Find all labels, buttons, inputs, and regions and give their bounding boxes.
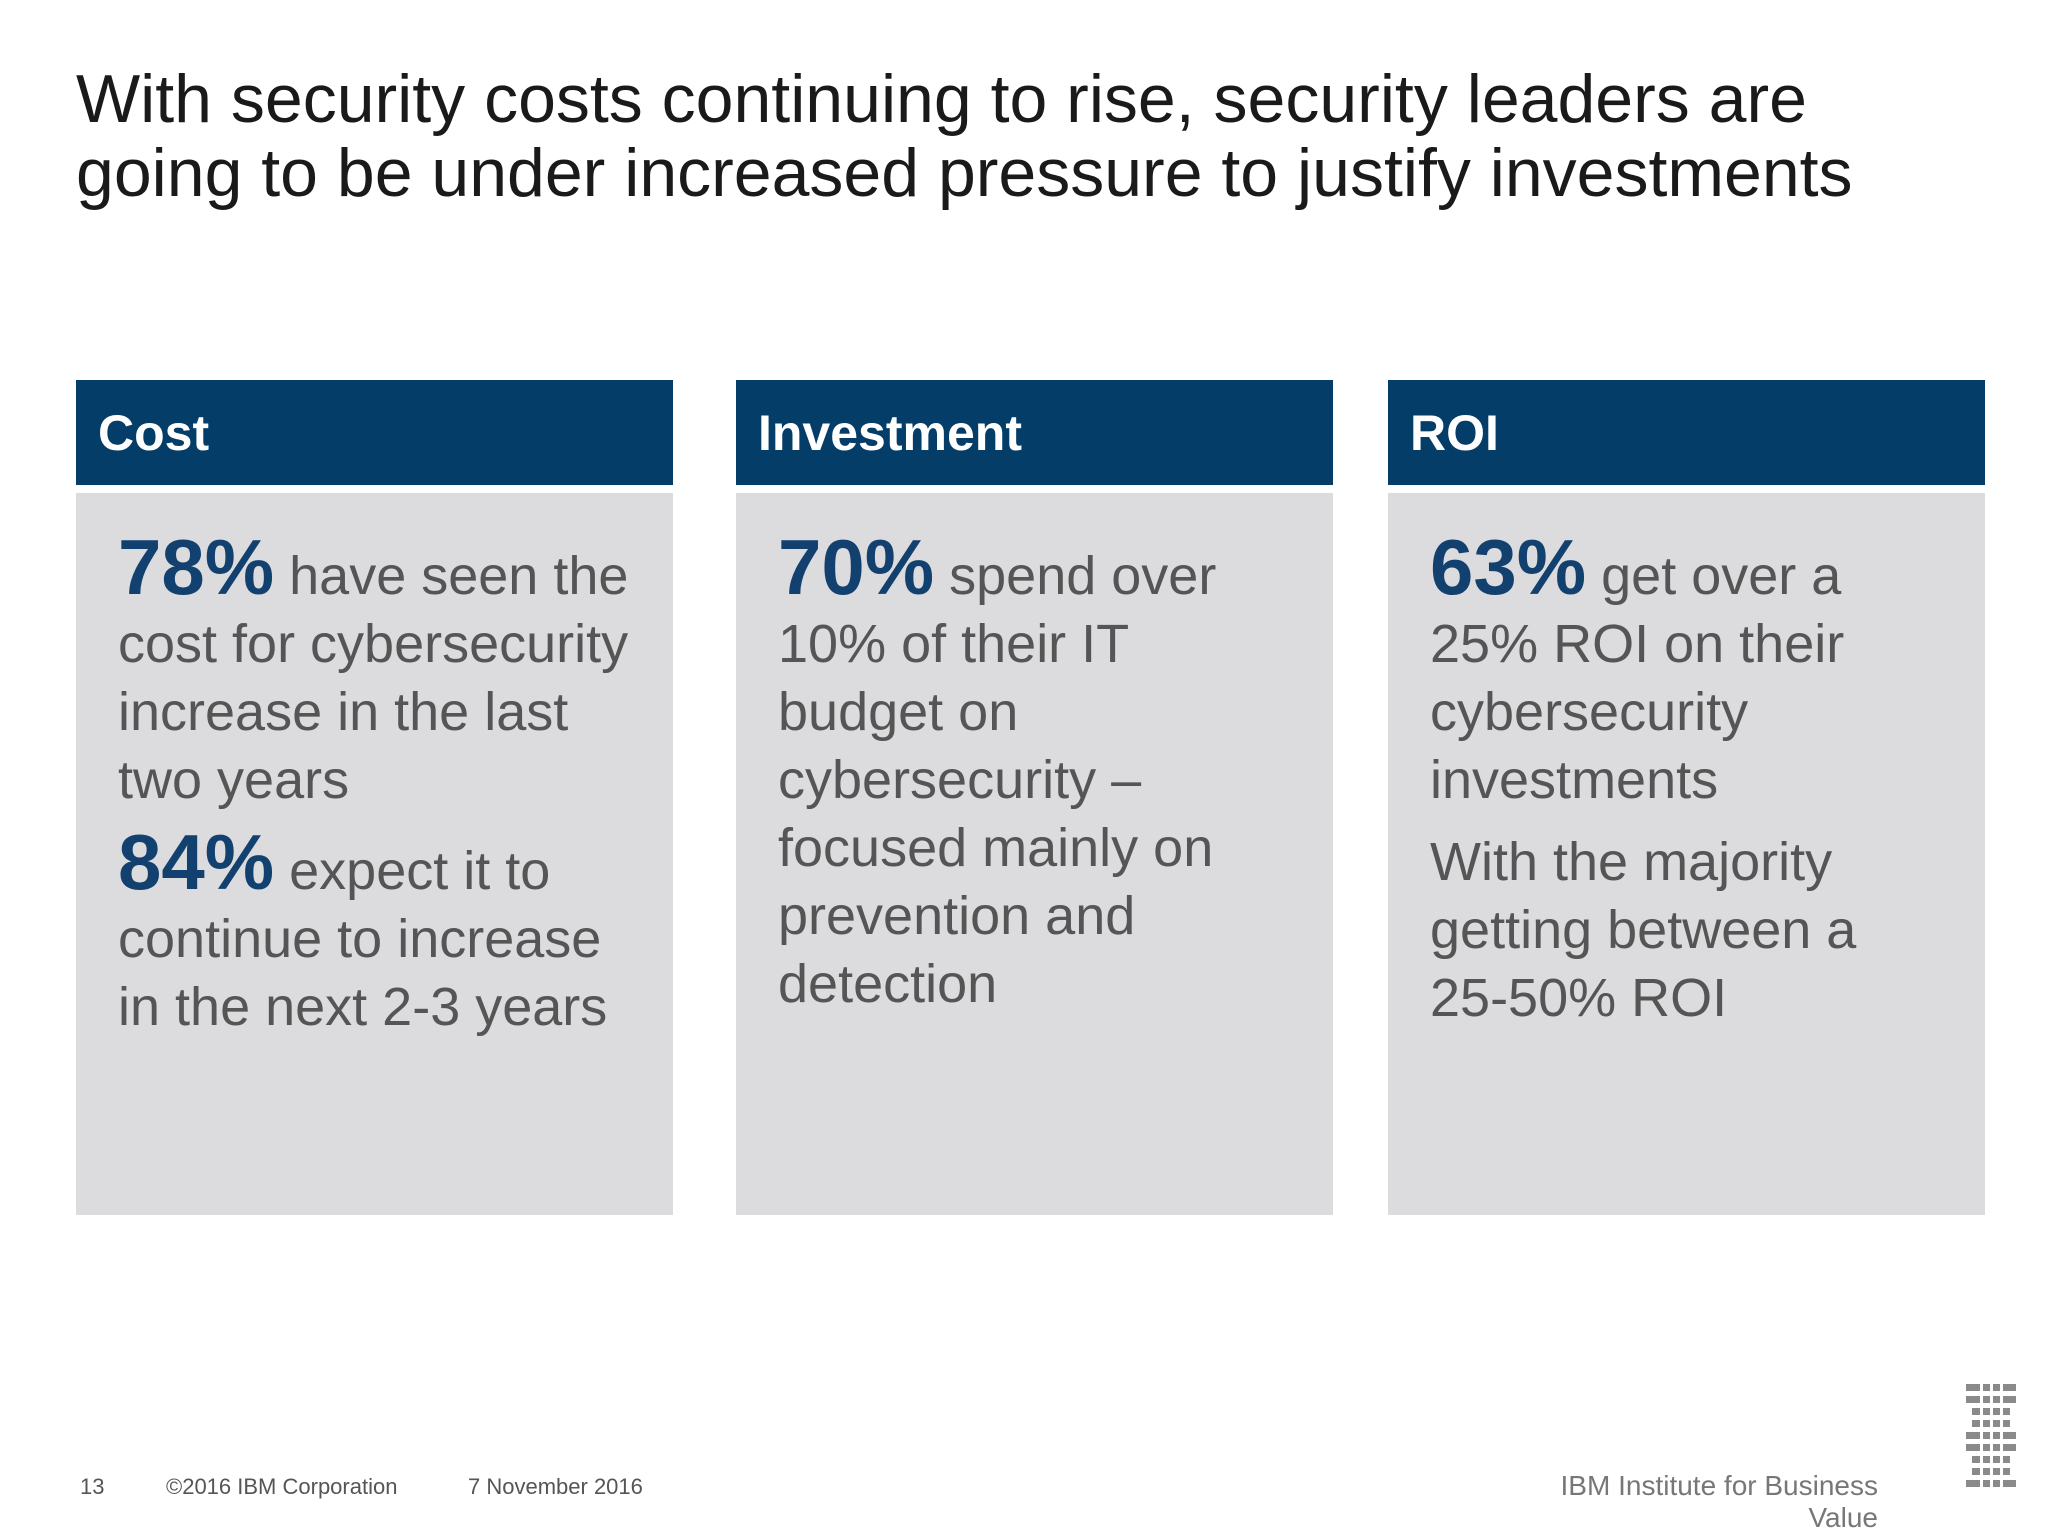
card-header-investment: Investment [736, 380, 1333, 485]
card-investment: Investment 70% spend over 10% of their I… [736, 380, 1333, 1215]
stat-text: get over a 25% ROI on their cybersecurit… [1430, 546, 1845, 810]
slide-title: With security costs continuing to rise, … [76, 62, 1976, 210]
card-header-roi: ROI [1388, 380, 1985, 485]
card-header-cost: Cost [76, 380, 673, 485]
stat-value: 70% [778, 523, 935, 611]
card-roi: ROI 63% get over a 25% ROI on their cybe… [1388, 380, 1985, 1215]
stat-value: 63% [1430, 523, 1587, 611]
stat-paragraph: 70% spend over 10% of their IT budget on… [778, 528, 1295, 1018]
card-body-cost: 78% have seen the cost for cybersecurity… [76, 493, 673, 1215]
stat-text: expect it to continue to increase in the… [118, 841, 608, 1037]
stat-paragraph: 63% get over a 25% ROI on their cybersec… [1430, 528, 1947, 814]
card-body-investment: 70% spend over 10% of their IT budget on… [736, 493, 1333, 1215]
stat-text: spend over 10% of their IT budget on cyb… [778, 546, 1217, 1014]
title-line-1: With security costs continuing to rise, … [76, 61, 1807, 137]
stat-text: have seen the cost for cybersecurity inc… [118, 546, 629, 810]
title-line-2: going to be under increased pressure to … [76, 135, 1853, 211]
stat-paragraph: 84% expect it to continue to increase in… [118, 823, 635, 1041]
ibm-logo-icon [1966, 1382, 2016, 1494]
page-number: 13 [80, 1474, 105, 1499]
stat-value: 84% [118, 818, 275, 906]
card-body-roi: 63% get over a 25% ROI on their cybersec… [1388, 493, 1985, 1215]
card-cost: Cost 78% have seen the cost for cybersec… [76, 380, 673, 1215]
brand-name: IBM Institute for Business Value [1560, 1470, 1878, 1533]
roi-majority-text: With the majority getting between a 25-5… [1430, 832, 1857, 1028]
stat-value: 78% [118, 523, 275, 611]
copyright: ©2016 IBM Corporation [166, 1474, 398, 1499]
stat-paragraph: 78% have seen the cost for cybersecurity… [118, 528, 635, 814]
footer-date: 7 November 2016 [468, 1474, 643, 1499]
